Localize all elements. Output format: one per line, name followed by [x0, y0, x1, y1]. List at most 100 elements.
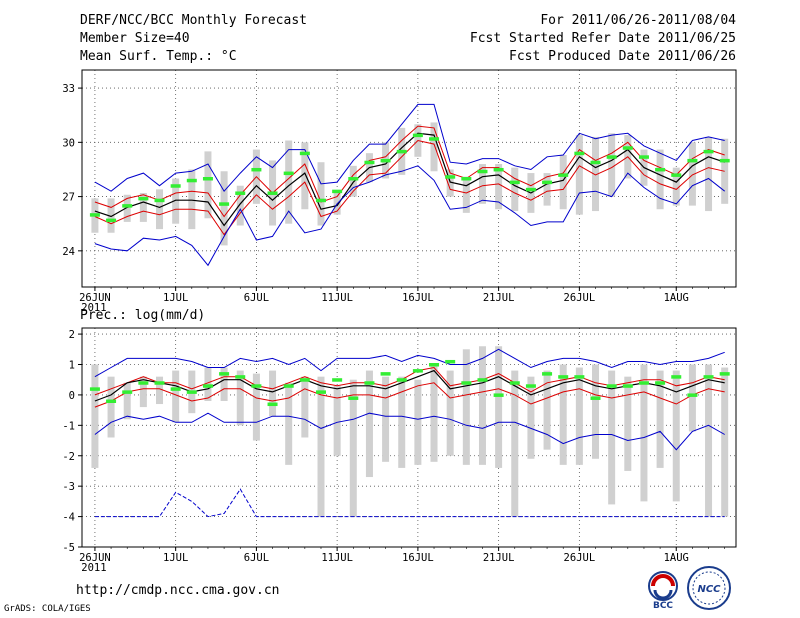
- spread-box: [656, 370, 664, 468]
- spread-box: [656, 149, 664, 210]
- ensemble-marker: [525, 187, 536, 192]
- spread-box: [624, 376, 632, 471]
- series-line-min: [94, 165, 726, 267]
- x-tick-year: 2011: [81, 302, 106, 314]
- x-tick-label: 1JUL: [163, 292, 188, 304]
- spread-box: [349, 379, 357, 517]
- ensemble-marker: [186, 390, 197, 394]
- ensemble-marker: [429, 363, 440, 367]
- ensemble-marker: [396, 378, 407, 382]
- ensemble-marker: [525, 384, 536, 388]
- source-url: http://cmdp.ncc.cma.gov.cn: [76, 583, 280, 598]
- forecast-start-label: Fcst Started Refer Date 2011/06/25: [469, 31, 736, 46]
- series-line-mean: [94, 132, 725, 227]
- spread-box: [543, 370, 551, 450]
- spread-box: [172, 370, 180, 423]
- spread-box: [285, 140, 293, 224]
- spread-box: [511, 167, 519, 212]
- chart-title: DERF/NCC/BCC Monthly Forecast: [80, 13, 307, 28]
- ensemble-marker: [380, 158, 391, 163]
- ensemble-marker: [283, 171, 294, 176]
- ensemble-marker: [574, 151, 585, 156]
- ensemble-marker: [638, 381, 649, 385]
- ensemble-marker: [364, 160, 375, 165]
- ensemble-marker: [251, 384, 262, 388]
- ensemble-marker: [558, 375, 569, 379]
- spread-box: [478, 164, 486, 204]
- spread-box: [672, 167, 680, 206]
- ensemble-marker: [170, 387, 181, 391]
- y-tick-label: -2: [62, 451, 75, 463]
- spread-box: [269, 370, 277, 417]
- ensemble-marker: [315, 198, 326, 203]
- y-tick-label: 30: [62, 137, 75, 149]
- ensemble-marker: [606, 155, 617, 159]
- ensemble-marker: [138, 196, 149, 201]
- ensemble-marker: [89, 387, 100, 391]
- spread-box: [430, 122, 438, 172]
- series-line-floor: [94, 488, 725, 518]
- spread-box: [123, 382, 131, 420]
- spread-box: [543, 173, 551, 206]
- ensemble-marker: [703, 375, 714, 379]
- spread-box: [608, 370, 616, 505]
- y-tick-label: 33: [62, 83, 75, 95]
- y-tick-label: 27: [62, 192, 75, 204]
- spread-box: [91, 364, 99, 468]
- ensemble-marker: [235, 375, 246, 379]
- ensemble-marker: [622, 146, 633, 150]
- series-line-lower: [94, 139, 725, 236]
- spread-box: [559, 154, 567, 210]
- spread-box: [156, 189, 164, 230]
- ensemble-marker: [622, 384, 633, 388]
- ensemble-marker: [412, 369, 423, 373]
- ensemble-marker: [219, 372, 230, 376]
- ensemble-marker: [235, 191, 246, 195]
- series-line-upper: [94, 125, 725, 218]
- ensemble-marker: [412, 133, 423, 138]
- spread-box: [575, 135, 583, 215]
- ensemble-marker: [170, 184, 181, 188]
- x-tick-label: 26JUL: [564, 292, 596, 304]
- spread-box: [349, 165, 357, 197]
- spread-box: [156, 376, 164, 405]
- ensemble-marker: [493, 167, 504, 172]
- variable-label: Mean Surf. Temp.: °C: [80, 49, 237, 64]
- spread-box: [705, 364, 713, 517]
- ensemble-marker: [154, 198, 165, 203]
- x-tick-label: 26JUL: [564, 552, 596, 564]
- spread-box: [301, 376, 309, 438]
- spread-box: [462, 349, 470, 465]
- ncc-logo-text: NCC: [697, 584, 721, 595]
- ensemble-marker: [122, 390, 133, 394]
- grads-credit: GrADS: COLA/IGES: [4, 604, 91, 614]
- spread-box: [139, 192, 147, 222]
- ensemble-marker: [251, 167, 262, 172]
- ensemble-marker: [558, 173, 569, 177]
- ensemble-marker: [671, 375, 682, 379]
- spread-box: [301, 142, 309, 210]
- series-line-mean: [94, 369, 725, 402]
- ensemble-marker: [299, 151, 310, 156]
- ncc-logo: NCC: [687, 566, 731, 610]
- forecast-produced-label: Fcst Produced Date 2011/06/26: [509, 49, 736, 64]
- spread-box: [204, 151, 212, 219]
- x-tick-label: 16JUL: [402, 552, 434, 564]
- ensemble-marker: [396, 149, 407, 154]
- spread-box: [252, 373, 260, 441]
- ensemble-marker: [542, 372, 553, 376]
- y-tick-label: 2: [69, 329, 75, 341]
- spread-box: [575, 367, 583, 465]
- spread-box: [317, 162, 325, 226]
- ensemble-marker: [348, 177, 359, 181]
- ensemble-marker: [687, 393, 698, 397]
- spread-box: [511, 370, 519, 517]
- spread-box: [527, 376, 535, 459]
- ensemble-marker: [348, 396, 359, 400]
- ensemble-marker: [106, 399, 117, 403]
- ensemble-marker: [106, 218, 117, 223]
- spread-box: [236, 370, 244, 426]
- ensemble-marker: [509, 180, 520, 185]
- ensemble-marker: [606, 384, 617, 388]
